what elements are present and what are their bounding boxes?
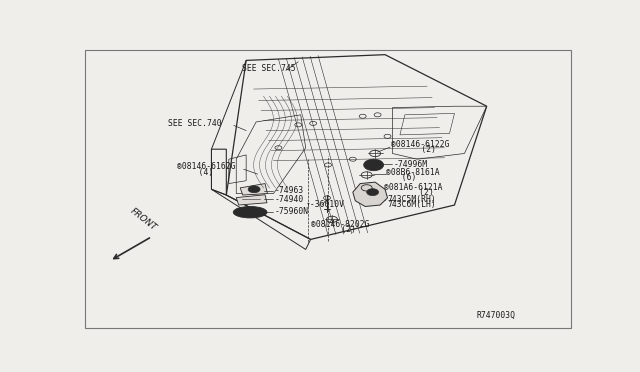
Text: -74963: -74963	[275, 186, 304, 195]
Polygon shape	[236, 195, 267, 205]
Text: ®08L46-8202G: ®08L46-8202G	[310, 220, 369, 229]
Text: ®08146-6162G: ®08146-6162G	[177, 162, 236, 171]
Text: SEE SEC.740: SEE SEC.740	[168, 119, 222, 128]
Circle shape	[367, 189, 379, 196]
Text: (2): (2)	[390, 187, 434, 197]
Text: FRONT: FRONT	[129, 206, 158, 232]
Text: (2): (2)	[317, 225, 356, 234]
Circle shape	[248, 186, 260, 193]
Circle shape	[369, 162, 378, 167]
Circle shape	[364, 159, 383, 171]
Text: (4): (4)	[184, 168, 213, 177]
Polygon shape	[240, 183, 268, 195]
Text: R747003Q: R747003Q	[477, 311, 516, 320]
Text: ↑-36010V: ↑-36010V	[306, 200, 345, 209]
Polygon shape	[353, 182, 388, 206]
Circle shape	[247, 211, 253, 214]
Text: 743C5M(RH): 743C5M(RH)	[388, 195, 436, 204]
Text: ®08B6-8161A: ®08B6-8161A	[386, 168, 440, 177]
Text: SEE SEC.745: SEE SEC.745	[242, 64, 296, 73]
Text: ®08146-6122G: ®08146-6122G	[391, 140, 449, 149]
Text: (2): (2)	[397, 145, 436, 154]
Text: -75960N: -75960N	[275, 208, 309, 217]
Text: -74940: -74940	[275, 195, 304, 204]
Text: 743C6M(LH): 743C6M(LH)	[388, 200, 436, 209]
Ellipse shape	[241, 209, 259, 215]
Text: (6): (6)	[392, 173, 417, 182]
Text: ®081A6-6121A: ®081A6-6121A	[383, 183, 442, 192]
Ellipse shape	[233, 206, 267, 218]
Text: -74996M: -74996M	[394, 160, 428, 169]
